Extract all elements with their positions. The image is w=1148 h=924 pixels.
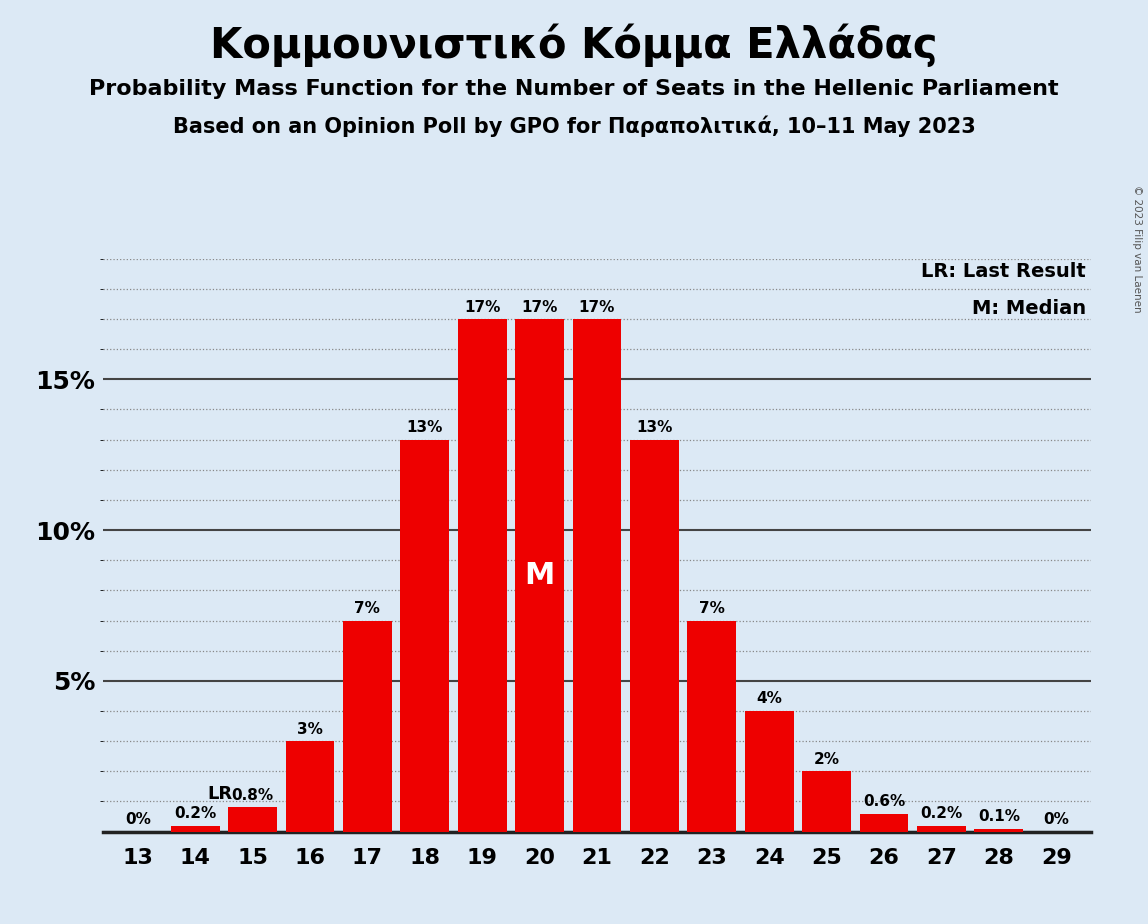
Text: 0.2%: 0.2%: [921, 806, 962, 821]
Bar: [458, 319, 506, 832]
Bar: [630, 440, 678, 832]
Text: 17%: 17%: [521, 299, 558, 314]
Bar: [860, 813, 908, 832]
Text: Κομμουνιστικό Κόμμα Ελλάδας: Κομμουνιστικό Κόμμα Ελλάδας: [210, 23, 938, 67]
Text: 2%: 2%: [814, 752, 839, 767]
Text: 7%: 7%: [355, 601, 380, 616]
Bar: [515, 319, 564, 832]
Text: Probability Mass Function for the Number of Seats in the Hellenic Parliament: Probability Mass Function for the Number…: [90, 79, 1058, 99]
Text: 17%: 17%: [464, 299, 501, 314]
Text: 0%: 0%: [1044, 812, 1069, 827]
Bar: [343, 621, 391, 832]
Bar: [171, 825, 219, 832]
Text: 7%: 7%: [699, 601, 724, 616]
Text: 0.6%: 0.6%: [863, 794, 905, 809]
Bar: [745, 711, 793, 832]
Text: 3%: 3%: [297, 722, 323, 736]
Text: Based on an Opinion Poll by GPO for Παραπολιτικά, 10–11 May 2023: Based on an Opinion Poll by GPO for Παρα…: [172, 116, 976, 137]
Text: LR: LR: [208, 785, 232, 803]
Bar: [802, 772, 851, 832]
Bar: [975, 829, 1023, 832]
Text: M: M: [525, 561, 554, 590]
Text: 13%: 13%: [636, 420, 673, 435]
Bar: [573, 319, 621, 832]
Text: 0.1%: 0.1%: [978, 809, 1019, 824]
Text: © 2023 Filip van Laenen: © 2023 Filip van Laenen: [1132, 185, 1142, 312]
Text: M: Median: M: Median: [971, 298, 1086, 318]
Text: 0.2%: 0.2%: [174, 806, 216, 821]
Text: 4%: 4%: [757, 691, 782, 707]
Text: 13%: 13%: [406, 420, 443, 435]
Text: 0.8%: 0.8%: [232, 788, 273, 803]
Bar: [228, 808, 277, 832]
Text: LR: Last Result: LR: Last Result: [921, 261, 1086, 281]
Bar: [688, 621, 736, 832]
Text: 0%: 0%: [125, 812, 150, 827]
Bar: [917, 825, 965, 832]
Bar: [401, 440, 449, 832]
Bar: [286, 741, 334, 832]
Text: 17%: 17%: [579, 299, 615, 314]
